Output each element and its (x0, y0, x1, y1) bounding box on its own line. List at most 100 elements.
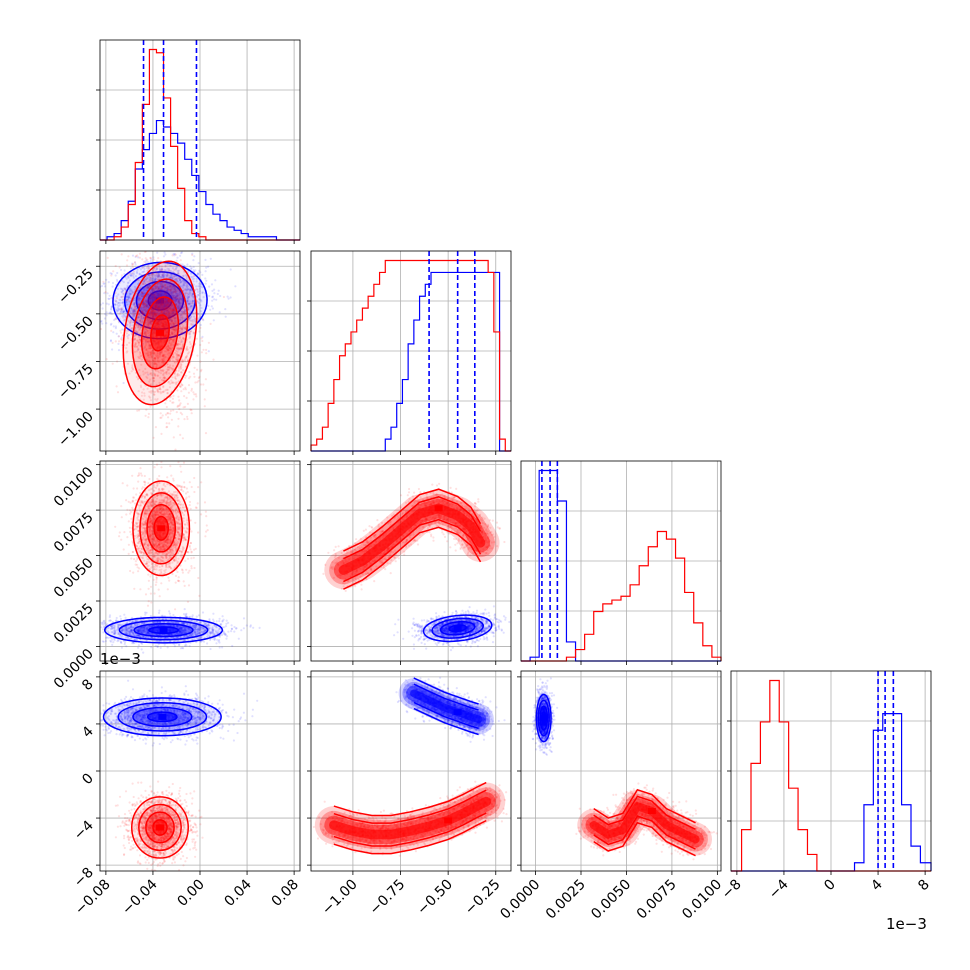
sample-point (192, 280, 195, 283)
sample-point (155, 313, 158, 316)
sample-point (166, 646, 169, 649)
sample-point (130, 327, 133, 330)
sample-point (114, 325, 117, 328)
sample-point (137, 316, 140, 319)
sample-point (189, 265, 192, 268)
sample-point (146, 285, 149, 288)
sample-point (137, 296, 140, 299)
sample-point (186, 296, 190, 300)
sample-point (113, 303, 117, 306)
sample-point (196, 381, 199, 384)
sample-point (176, 405, 179, 408)
sample-point (199, 271, 202, 274)
sample-point (120, 291, 124, 294)
sample-point (120, 295, 123, 299)
sample-point (179, 310, 183, 313)
sample-point (147, 293, 150, 296)
sample-point (108, 311, 111, 314)
sample-point (185, 396, 188, 399)
sample-point (118, 266, 121, 269)
sample-point (181, 299, 184, 302)
sample-point (117, 349, 121, 352)
sample-point (119, 301, 122, 305)
sample-point (118, 304, 121, 307)
sample-point (100, 284, 104, 288)
sample-point (137, 646, 140, 649)
sample-point (162, 311, 165, 315)
sample-point (187, 288, 190, 291)
sample-point (191, 252, 194, 255)
sample-point (191, 299, 194, 302)
sample-point (159, 412, 162, 415)
sample-point (209, 647, 212, 651)
sample-point (177, 301, 180, 304)
sample-point (128, 291, 131, 294)
sample-point (170, 318, 173, 321)
sample-point (103, 285, 107, 288)
sample-point (201, 611, 205, 614)
sample-point (184, 282, 187, 285)
sample-point (175, 279, 178, 282)
sample-point (132, 303, 135, 306)
sample-point (124, 290, 127, 293)
sample-point (144, 414, 147, 417)
sample-point (178, 301, 181, 304)
sample-point (138, 273, 141, 276)
sample-point (192, 259, 195, 262)
sample-point (171, 332, 174, 335)
sample-point (166, 425, 169, 428)
sample-point (180, 314, 183, 317)
sample-point (125, 329, 129, 332)
sample-point (164, 286, 167, 289)
sample-point (154, 279, 157, 282)
sample-point (139, 320, 142, 323)
sample-point (192, 296, 195, 299)
sample-point (170, 292, 173, 295)
sample-point (179, 316, 182, 319)
sample-point (168, 269, 171, 273)
sample-point (179, 402, 182, 405)
sample-point (178, 302, 181, 305)
sample-point (155, 274, 158, 277)
sample-point (148, 278, 151, 282)
sample-point (258, 626, 261, 630)
sample-point (121, 289, 124, 292)
sample-point (178, 292, 181, 295)
sample-point (143, 306, 146, 309)
sample-point (180, 297, 183, 300)
sample-point (142, 303, 145, 306)
sample-point (116, 287, 119, 290)
sample-point (106, 256, 109, 259)
sample-point (122, 310, 126, 313)
panels (96, 39, 932, 872)
histogram-param-1 (307, 250, 512, 452)
sample-point (195, 287, 198, 291)
sample-point (146, 287, 149, 290)
sample-point (111, 341, 114, 344)
sample-point (120, 308, 123, 311)
sample-point (204, 389, 207, 392)
sample-point (218, 617, 221, 620)
sample-point (141, 258, 144, 261)
sample-point (152, 309, 155, 312)
sample-point (133, 303, 137, 306)
sample-point (184, 388, 187, 391)
sample-point (216, 292, 219, 296)
sample-point (215, 620, 218, 623)
sample-point (186, 296, 189, 299)
sample-point (208, 294, 211, 298)
sample-point (146, 293, 149, 296)
sample-point (186, 298, 189, 301)
sample-point (142, 347, 145, 350)
sample-point (149, 321, 152, 324)
sample-point (155, 311, 159, 314)
sample-point (117, 639, 120, 642)
sample-point (114, 274, 117, 277)
sample-point (175, 302, 178, 306)
sample-point (143, 308, 146, 311)
sample-point (197, 302, 200, 305)
sample-point (120, 308, 123, 311)
sample-point (179, 304, 182, 307)
sample-point (176, 389, 179, 392)
sample-point (141, 302, 144, 305)
